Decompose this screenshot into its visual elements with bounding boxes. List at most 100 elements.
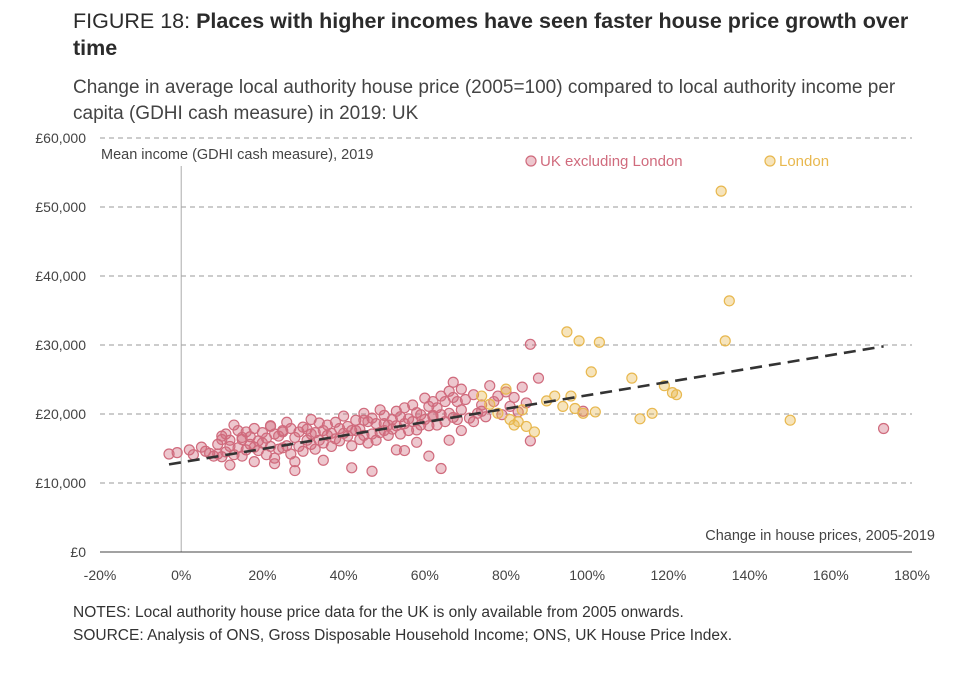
y-tick-label: £20,000	[35, 406, 86, 422]
data-point-uk	[248, 456, 260, 468]
data-point-uk	[435, 462, 447, 475]
legend-uk-marker	[525, 155, 537, 167]
data-point-uk	[264, 420, 277, 432]
data-point-uk	[423, 420, 435, 432]
data-point-uk	[524, 435, 536, 447]
data-point-uk	[411, 436, 423, 448]
data-point-london	[719, 335, 731, 347]
x-tick-label: 80%	[492, 567, 520, 583]
data-point-london	[634, 413, 646, 425]
source-line: SOURCE: Analysis of ONS, Gross Disposabl…	[73, 627, 733, 644]
data-point-uk	[877, 422, 890, 435]
y-tick-labels: £0 £10,000 £20,000 £30,000 £40,000 £50,000 £60…	[35, 130, 86, 560]
data-point-uk	[447, 391, 459, 404]
data-point-uk	[455, 424, 467, 437]
y-tick-label: £0	[70, 544, 86, 560]
data-point-uk	[297, 445, 309, 457]
data-point-london	[516, 404, 528, 416]
data-point-uk	[281, 416, 293, 428]
data-point-uk	[423, 450, 435, 462]
data-point-uk	[443, 434, 455, 446]
data-point-london	[626, 372, 638, 384]
x-tick-label: 40%	[330, 567, 358, 583]
chart-title: FIGURE 18: Places with higher incomes ha…	[73, 8, 943, 62]
trendline	[168, 345, 884, 466]
data-point-uk	[390, 444, 402, 456]
ylabel-background	[96, 142, 426, 164]
data-point-uk	[382, 429, 394, 441]
data-point-uk	[427, 409, 439, 421]
data-point-uk	[447, 376, 459, 388]
notes-block: NOTES: Local authority house price data …	[73, 601, 732, 647]
x-tick-label: 180%	[894, 567, 930, 583]
title-bold-text: Places with higher incomes have seen fas…	[73, 9, 909, 60]
xlabel-background	[665, 524, 937, 546]
data-point-london	[593, 336, 605, 348]
data-point-uk	[366, 465, 378, 477]
data-point-uk	[455, 383, 467, 395]
data-point-uk	[317, 454, 329, 466]
data-point-london	[646, 407, 658, 419]
data-point-uk	[532, 372, 545, 384]
data-point-uk	[467, 415, 480, 428]
data-point-london	[784, 414, 796, 426]
data-point-london	[528, 426, 541, 438]
x-tick-label: 160%	[813, 567, 849, 583]
data-point-london	[520, 420, 532, 433]
data-point-uk	[398, 444, 411, 457]
data-point-uk	[216, 433, 228, 446]
data-point-uk	[195, 441, 208, 453]
data-point-uk	[329, 416, 342, 428]
data-point-uk	[289, 464, 301, 477]
data-point-uk	[443, 407, 455, 419]
data-point-london	[512, 415, 524, 428]
x-tick-label: 120%	[650, 567, 686, 583]
x-tick-label: -20%	[84, 567, 117, 583]
legend: UK excluding London London	[525, 153, 829, 170]
data-point-uk	[224, 459, 236, 471]
y-tick-label: £30,000	[35, 337, 86, 353]
data-point-uk	[484, 380, 496, 392]
legend-uk-label: UK excluding London	[540, 153, 683, 170]
x-tick-label: 100%	[569, 567, 605, 583]
x-tick-label: 140%	[732, 567, 768, 583]
data-point-uk	[455, 404, 467, 416]
data-point-uk	[366, 428, 378, 440]
x-axis-label: Change in house prices, 2005-2019	[705, 528, 935, 544]
data-point-uk	[268, 458, 281, 470]
chart-subtitle: Change in average local authority house …	[73, 77, 896, 124]
data-point-uk	[289, 456, 301, 468]
data-point-uk	[402, 424, 415, 437]
data-point-london	[569, 402, 581, 415]
data-point-uk	[346, 462, 358, 474]
data-point-london	[577, 407, 589, 419]
data-point-london	[484, 398, 496, 410]
data-point-uk	[309, 443, 321, 455]
data-point-london	[500, 383, 512, 395]
data-point-london	[476, 390, 488, 402]
data-point-uk	[236, 431, 248, 444]
data-point-uk	[427, 395, 439, 408]
data-point-london	[585, 366, 597, 378]
data-point-uk	[187, 449, 199, 461]
data-point-london	[561, 326, 573, 338]
data-point-london	[557, 400, 569, 413]
data-point-uk	[500, 386, 512, 398]
data-point-uk	[378, 418, 390, 430]
data-point-uk	[459, 393, 471, 406]
data-point-uk	[516, 381, 528, 393]
notes-line: NOTES: Local authority house price data …	[73, 604, 684, 621]
data-point-uk	[370, 418, 382, 430]
data-point-uk	[508, 391, 520, 404]
data-point-uk	[398, 402, 411, 414]
data-point-uk	[467, 389, 480, 401]
data-points	[163, 185, 890, 477]
data-point-uk	[346, 440, 358, 452]
y-axis-label: Mean income (GDHI cash measure), 2019	[101, 147, 373, 163]
data-point-london	[589, 406, 601, 418]
data-point-uk	[524, 338, 536, 350]
scatter-chart: £0 £10,000 £20,000 £30,000 £40,000 £50,000 £60…	[35, 130, 937, 583]
data-point-uk	[476, 405, 488, 417]
legend-london-marker	[764, 155, 776, 167]
data-point-uk	[171, 447, 183, 459]
